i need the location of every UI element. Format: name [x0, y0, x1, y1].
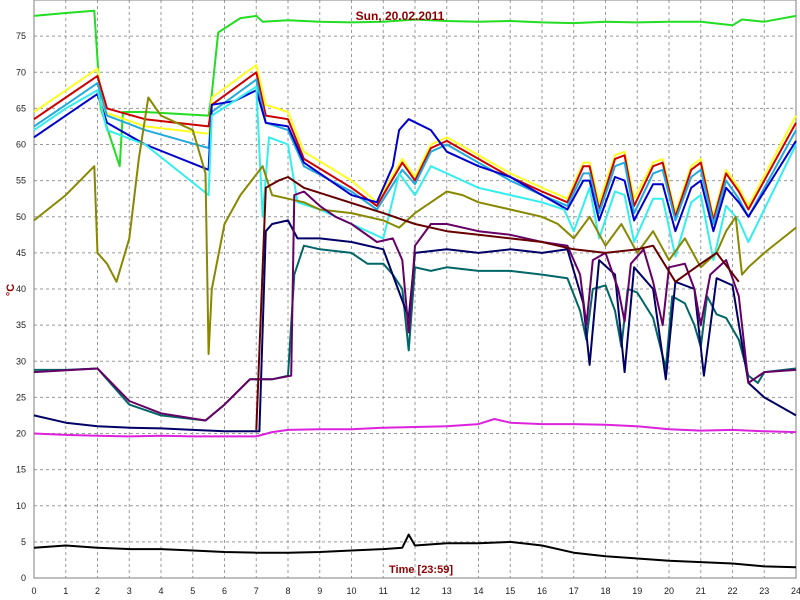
series-line [33, 96, 797, 355]
x-tick-label: 23 [759, 586, 769, 596]
y-tick-labels: 0 5 10 15 20 25 30 35 40 45 50 55 60 65 70 75 [16, 31, 26, 583]
x-tick-label: 20 [664, 586, 674, 596]
y-tick-label: 35 [16, 320, 26, 330]
x-tick-label: 19 [632, 586, 642, 596]
x-tick-label: 0 [31, 586, 36, 596]
series-line [33, 418, 797, 438]
x-tick-label: 6 [222, 586, 227, 596]
y-tick-label: 60 [16, 140, 26, 150]
x-tick-label: 14 [473, 586, 483, 596]
x-tick-label: 4 [158, 586, 163, 596]
series-line [33, 89, 797, 233]
x-tick-label: 9 [317, 586, 322, 596]
x-tick-label: 3 [127, 586, 132, 596]
x-tick-label: 22 [727, 586, 737, 596]
y-tick-label: 10 [16, 501, 26, 511]
y-tick-label: 25 [16, 392, 26, 402]
y-tick-label: 70 [16, 67, 26, 77]
y-tick-label: 20 [16, 429, 26, 439]
x-axis-label: Time [23:59] [389, 564, 453, 576]
y-tick-label: 15 [16, 465, 26, 475]
y-tick-label: 45 [16, 248, 26, 258]
chart-title: Sun, 20.02.2011 [356, 9, 445, 23]
x-tick-label: 21 [696, 586, 706, 596]
y-tick-label: 50 [16, 212, 26, 222]
series-line [33, 219, 797, 433]
x-tick-label: 13 [442, 586, 452, 596]
x-tick-label: 16 [537, 586, 547, 596]
x-tick-label: 10 [346, 586, 356, 596]
series-line [33, 9, 797, 168]
x-tick-label: 2 [95, 586, 100, 596]
y-tick-label: 40 [16, 284, 26, 294]
y-tick-label: 75 [16, 31, 26, 41]
y-axis-label: °C [5, 284, 17, 296]
series-line [33, 85, 797, 262]
series-line [255, 176, 740, 430]
x-tick-labels: 0 1 2 3 4 5 6 7 8 9 10 11 12 13 14 15 16 17 18 19 20 21 22 23 24 [31, 586, 800, 596]
x-tick-label: 7 [254, 586, 259, 596]
x-tick-label: 5 [190, 586, 195, 596]
x-tick-label: 17 [569, 586, 579, 596]
plot-frame [33, 0, 797, 579]
x-tick-label: 8 [285, 586, 290, 596]
series-line [34, 244, 797, 422]
x-tick-label: 12 [410, 586, 420, 596]
y-tick-label: 55 [16, 176, 26, 186]
series-line [33, 533, 797, 569]
series-line [33, 64, 797, 218]
series-line [33, 190, 797, 422]
y-tick-label: 5 [21, 537, 26, 547]
y-tick-label: 65 [16, 103, 26, 113]
x-tick-label: 18 [600, 586, 610, 596]
series-layer [33, 9, 797, 569]
x-tick-label: 1 [63, 586, 68, 596]
y-tick-label: 0 [21, 573, 26, 583]
y-tick-label: 30 [16, 356, 26, 366]
x-tick-label: 24 [791, 586, 800, 596]
grid [33, 0, 797, 579]
x-tick-label: 11 [379, 586, 388, 596]
x-tick-label: 15 [505, 586, 515, 596]
